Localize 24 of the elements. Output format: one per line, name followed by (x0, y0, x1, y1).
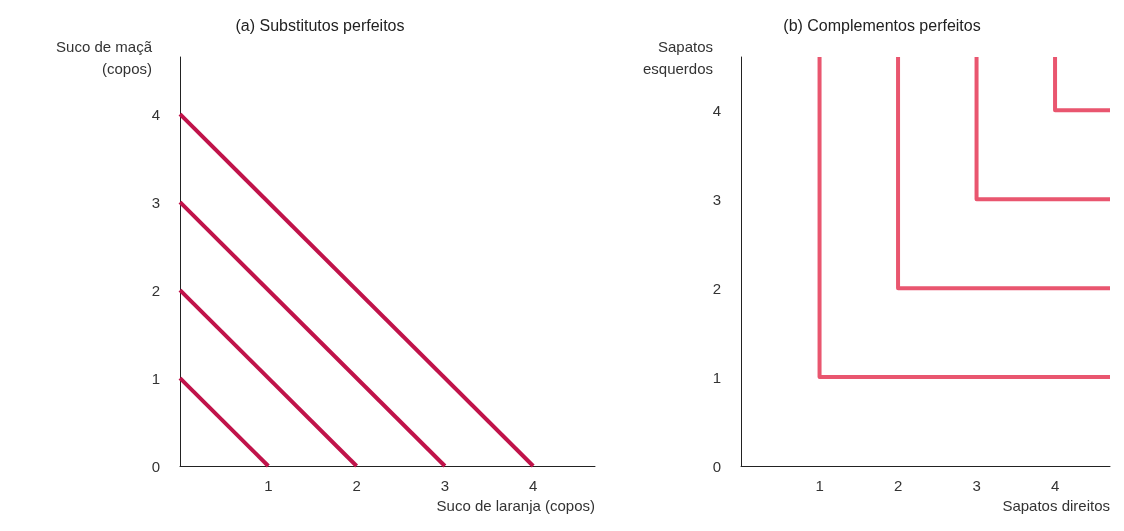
y-tick-label: 1 (712, 368, 722, 386)
y-tick-label: 0 (712, 457, 722, 475)
y-tick-label: 4 (151, 105, 160, 123)
chart-title: (b) Complementos perfeitos (783, 16, 981, 34)
y-tick-label: 2 (712, 279, 722, 297)
x-axis-title: Suco de laranja (copos) (436, 497, 595, 514)
x-tick-label: 4 (529, 477, 538, 494)
chart-title: (a) Substitutos perfeitos (235, 16, 405, 34)
x-tick-label: 4 (1050, 477, 1060, 494)
x-tick-label: 2 (893, 477, 903, 494)
x-axis-title: Sapatos direitos (1002, 497, 1110, 514)
x-tick-label: 3 (440, 477, 450, 494)
x-tick-label: 3 (972, 477, 981, 494)
y-tick-label: 3 (712, 190, 722, 208)
x-tick-label: 2 (352, 477, 361, 494)
x-tick-label: 1 (815, 477, 824, 494)
y-axis-title: Suco de maçã (copos) (56, 37, 153, 77)
x-tick-label: 1 (264, 477, 273, 494)
y-tick-label: 3 (151, 193, 160, 211)
y-axis-title: Sapatos esquerdos (642, 37, 714, 77)
y-tick-label: 0 (151, 457, 160, 475)
y-tick-label: 2 (151, 281, 160, 299)
y-tick-label: 4 (712, 101, 722, 119)
y-tick-label: 1 (151, 369, 160, 387)
